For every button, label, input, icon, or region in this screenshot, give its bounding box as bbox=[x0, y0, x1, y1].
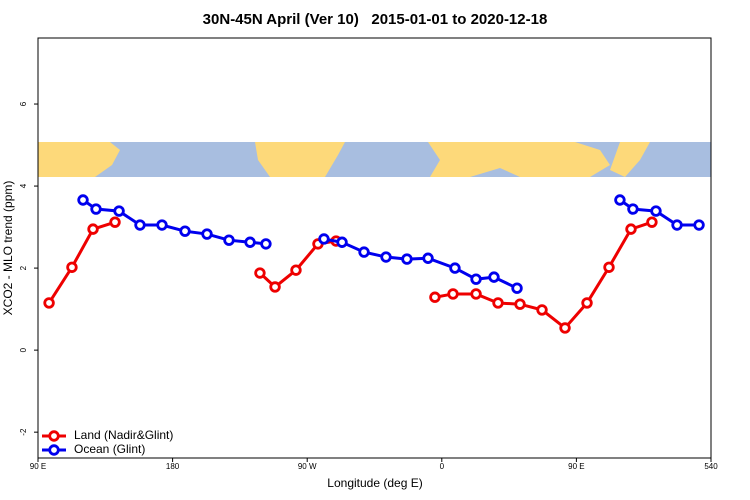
data-point bbox=[470, 273, 482, 285]
series-line bbox=[47, 220, 653, 331]
data-point bbox=[650, 205, 662, 217]
data-point bbox=[269, 281, 281, 293]
data-point bbox=[77, 194, 89, 206]
x-tick-label: 90 E bbox=[568, 462, 584, 471]
series-line bbox=[82, 198, 700, 290]
data-point bbox=[113, 205, 125, 217]
y-tick-label: -2 bbox=[19, 428, 28, 436]
x-tick-label: 540 bbox=[704, 462, 718, 471]
data-point bbox=[244, 236, 256, 248]
data-point bbox=[260, 238, 272, 250]
y-axis-label: XCO2 - MLO trend (ppm) bbox=[1, 181, 15, 316]
data-point bbox=[90, 203, 102, 215]
data-point bbox=[179, 225, 191, 237]
data-point bbox=[201, 228, 213, 240]
data-point bbox=[429, 291, 441, 303]
data-point bbox=[156, 219, 168, 231]
data-point bbox=[87, 223, 99, 235]
data-point bbox=[358, 246, 370, 258]
legend-marker bbox=[48, 430, 60, 442]
data-point bbox=[109, 216, 121, 228]
y-tick-label: 0 bbox=[19, 347, 28, 352]
data-point bbox=[447, 288, 459, 300]
data-point bbox=[581, 297, 593, 309]
data-point bbox=[290, 264, 302, 276]
x-tick-label: 0 bbox=[440, 462, 445, 471]
plot-area bbox=[43, 194, 705, 334]
data-point bbox=[514, 298, 526, 310]
data-point bbox=[449, 262, 461, 274]
legend-marker bbox=[48, 444, 60, 456]
data-point bbox=[627, 203, 639, 215]
data-point bbox=[671, 219, 683, 231]
data-point bbox=[380, 251, 392, 263]
chart-title: 30N-45N April (Ver 10) 2015-01-01 to 202… bbox=[203, 11, 548, 28]
data-point bbox=[492, 297, 504, 309]
data-point bbox=[693, 219, 705, 231]
data-point bbox=[422, 252, 434, 264]
legend-label: Ocean (Glint) bbox=[74, 442, 145, 456]
y-tick-label: 2 bbox=[19, 265, 28, 270]
data-point bbox=[536, 304, 548, 316]
data-point bbox=[336, 236, 348, 248]
data-point bbox=[470, 288, 482, 300]
data-point bbox=[603, 261, 615, 273]
data-point bbox=[646, 216, 658, 228]
data-point bbox=[511, 282, 523, 294]
data-point bbox=[401, 253, 413, 265]
legend-label: Land (Nadir&Glint) bbox=[74, 428, 173, 442]
data-point bbox=[559, 322, 571, 334]
y-tick-label: 4 bbox=[19, 183, 28, 188]
data-point bbox=[488, 271, 500, 283]
x-tick-label: 90 E bbox=[30, 462, 46, 471]
data-point bbox=[223, 234, 235, 246]
data-point bbox=[625, 223, 637, 235]
map-band bbox=[38, 142, 711, 177]
x-tick-label: 180 bbox=[166, 462, 180, 471]
x-tick-label: 90 W bbox=[298, 462, 317, 471]
data-point bbox=[43, 297, 55, 309]
data-point bbox=[134, 219, 146, 231]
data-point bbox=[254, 267, 266, 279]
data-point bbox=[66, 261, 78, 273]
y-tick-label: 6 bbox=[19, 101, 28, 106]
data-point bbox=[318, 233, 330, 245]
x-axis-label: Longitude (deg E) bbox=[327, 476, 422, 490]
data-point bbox=[614, 194, 626, 206]
plot-frame bbox=[37, 37, 712, 459]
